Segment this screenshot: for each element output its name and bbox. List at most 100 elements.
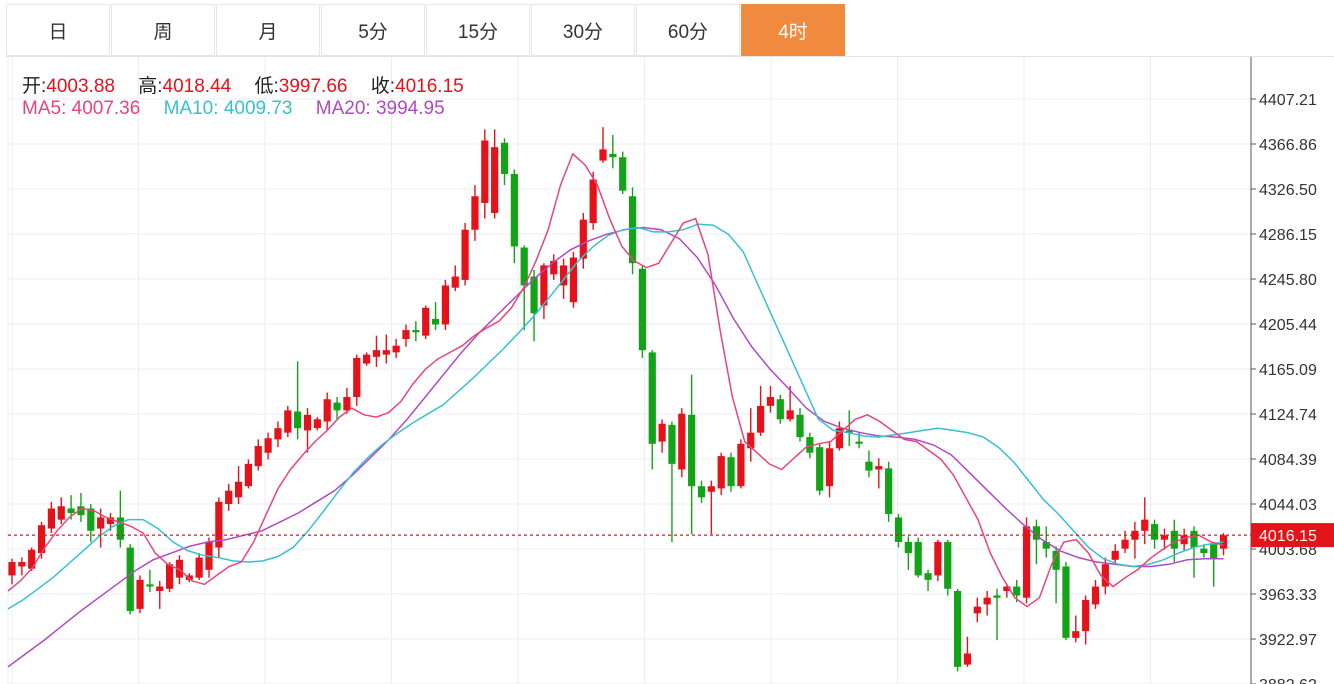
- candle-up: [1121, 539, 1129, 549]
- tab-5[interactable]: 15分: [426, 4, 530, 56]
- candle-up: [707, 486, 715, 492]
- ohlc-readout: 开:4003.88 高:4018.44 低:3997.66 收:4016.15: [22, 71, 482, 98]
- candle-up: [37, 525, 46, 554]
- y-tick-label: 4165.09: [1259, 362, 1317, 379]
- ma10-label: MA10:: [163, 98, 219, 119]
- y-tick-label: 4084.39: [1259, 452, 1317, 469]
- y-tick-label: 3963.33: [1259, 587, 1317, 604]
- y-tick-label: 4205.44: [1259, 317, 1317, 334]
- candle-up: [156, 586, 164, 592]
- y-tick-label: 4124.74: [1259, 407, 1317, 424]
- candle-down: [619, 157, 627, 191]
- candle-down: [924, 573, 932, 580]
- candle-down: [412, 330, 420, 333]
- tab-1[interactable]: 日: [6, 4, 110, 56]
- candle-up: [18, 562, 26, 567]
- candle-up: [983, 597, 991, 605]
- candle-down: [1170, 530, 1178, 549]
- candle-up: [136, 579, 144, 609]
- candle-up: [491, 147, 499, 213]
- candle-down: [1210, 544, 1218, 559]
- candle-up: [1091, 586, 1100, 605]
- candle-up: [1003, 586, 1011, 592]
- current-price-badge: [1251, 523, 1334, 548]
- candle-up: [589, 179, 597, 224]
- candle-down: [855, 441, 863, 444]
- candle-down: [776, 399, 784, 420]
- candle-down: [944, 541, 952, 589]
- open-label: 开:: [22, 76, 47, 97]
- candle-down: [294, 411, 302, 429]
- candle-down: [609, 153, 617, 158]
- y-tick-label: 4044.03: [1259, 497, 1317, 514]
- candle-up: [747, 432, 755, 449]
- candle-down: [806, 437, 814, 453]
- candle-up: [363, 354, 371, 364]
- candle-up: [481, 140, 489, 203]
- candle-down: [1062, 566, 1070, 638]
- y-tick-label: 4366.86: [1259, 137, 1317, 154]
- candle-up: [1219, 535, 1228, 549]
- candle-up: [106, 517, 115, 525]
- tab-8[interactable]: 4时: [741, 4, 845, 56]
- ma10-line: [7, 223, 1224, 610]
- candle-down: [628, 196, 637, 264]
- candle-up: [313, 419, 321, 429]
- candle-down: [688, 414, 696, 487]
- ma10-readout: MA10: 4009.73: [164, 98, 293, 119]
- y-tick-label: 4245.80: [1259, 272, 1317, 289]
- candle-down: [816, 447, 824, 491]
- y-tick-label: 4286.15: [1259, 227, 1317, 244]
- candle-down: [796, 414, 804, 438]
- tab-2[interactable]: 周: [111, 4, 215, 56]
- candle-down: [668, 424, 676, 464]
- candle-up: [1072, 631, 1080, 638]
- candle-up: [392, 345, 400, 353]
- candle-down: [431, 318, 440, 325]
- candle-down: [727, 457, 735, 487]
- candle-up: [461, 229, 469, 280]
- ma5-readout: MA5: 4007.36: [22, 98, 140, 119]
- current-price-label: 4016.15: [1259, 528, 1317, 545]
- high-value: 4018.44: [162, 76, 232, 97]
- candle-up: [1141, 519, 1149, 531]
- close-value: 4016.15: [395, 76, 464, 97]
- candle-up: [835, 428, 843, 449]
- candle-down: [697, 486, 706, 498]
- candle-down: [1042, 541, 1050, 549]
- candle-up: [1160, 535, 1169, 540]
- candle-up: [225, 490, 233, 505]
- candle-down: [67, 508, 75, 513]
- candle-up: [678, 413, 686, 470]
- candle-up: [599, 149, 607, 161]
- tab-3[interactable]: 月: [216, 4, 320, 56]
- candle-up: [215, 501, 223, 548]
- candle-up: [323, 399, 331, 422]
- candle-up: [195, 557, 203, 578]
- candle-down: [648, 352, 656, 444]
- candle-down: [500, 142, 509, 174]
- candle-up: [471, 196, 479, 230]
- tab-6[interactable]: 30分: [531, 4, 635, 56]
- ma20-value: 3994.95: [375, 98, 445, 119]
- candle-down: [954, 591, 962, 667]
- tab-7[interactable]: 60分: [636, 4, 740, 56]
- candle-up: [1082, 599, 1090, 632]
- candle-up: [441, 285, 449, 325]
- ma20-readout: MA20: 3994.95: [316, 98, 445, 119]
- candle-down: [126, 547, 134, 612]
- candle-up: [254, 446, 262, 467]
- candle-down: [530, 276, 538, 314]
- candle-down: [116, 517, 124, 540]
- candle-up: [8, 562, 16, 576]
- candle-down: [510, 173, 518, 247]
- candle-down: [904, 541, 912, 554]
- candle-down: [845, 430, 853, 433]
- candle-down: [1190, 530, 1198, 548]
- tab-4[interactable]: 5分: [321, 4, 425, 56]
- candle-up: [786, 410, 794, 420]
- candle-up: [166, 564, 174, 589]
- candle-down: [894, 517, 903, 542]
- ma10-value: 4009.73: [223, 98, 293, 119]
- ma5-label: MA5:: [22, 98, 67, 119]
